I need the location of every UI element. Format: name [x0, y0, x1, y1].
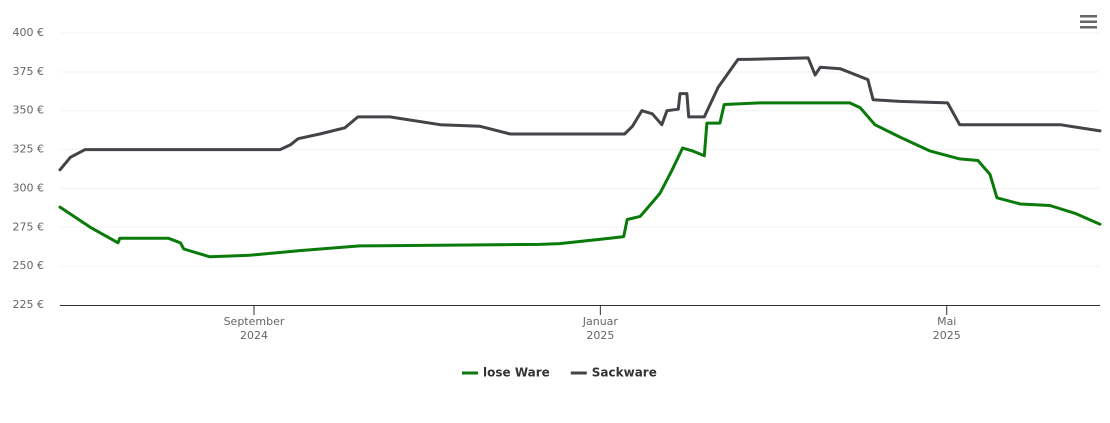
x-tick-label: Mai [937, 315, 956, 328]
y-tick-label: 250 € [13, 259, 45, 272]
series-line [58, 101, 1102, 259]
x-tick-label: September [224, 315, 285, 328]
y-tick-label: 325 € [13, 143, 45, 156]
legend-item[interactable]: Sackware [570, 366, 657, 380]
x-tick-label: 2025 [586, 329, 614, 342]
y-tick-label: 300 € [13, 181, 45, 194]
menu-icon[interactable] [1080, 15, 1097, 29]
y-tick-label: 400 € [13, 26, 45, 39]
y-tick-label: 375 € [13, 65, 45, 78]
x-tick-label: 2025 [933, 329, 961, 342]
y-tick-label: 225 € [13, 298, 45, 311]
menu-bar [1080, 15, 1097, 18]
legend-label: Sackware [592, 366, 657, 380]
x-tick-label: Januar [582, 315, 619, 328]
menu-bar [1080, 20, 1097, 23]
legend-label: lose Ware [483, 366, 550, 380]
legend-item[interactable]: lose Ware [462, 366, 550, 380]
y-tick-label: 275 € [13, 220, 45, 233]
x-tick-label: 2024 [240, 329, 268, 342]
y-tick-label: 350 € [13, 104, 45, 117]
series-line [58, 56, 1102, 172]
menu-bar [1080, 26, 1097, 29]
